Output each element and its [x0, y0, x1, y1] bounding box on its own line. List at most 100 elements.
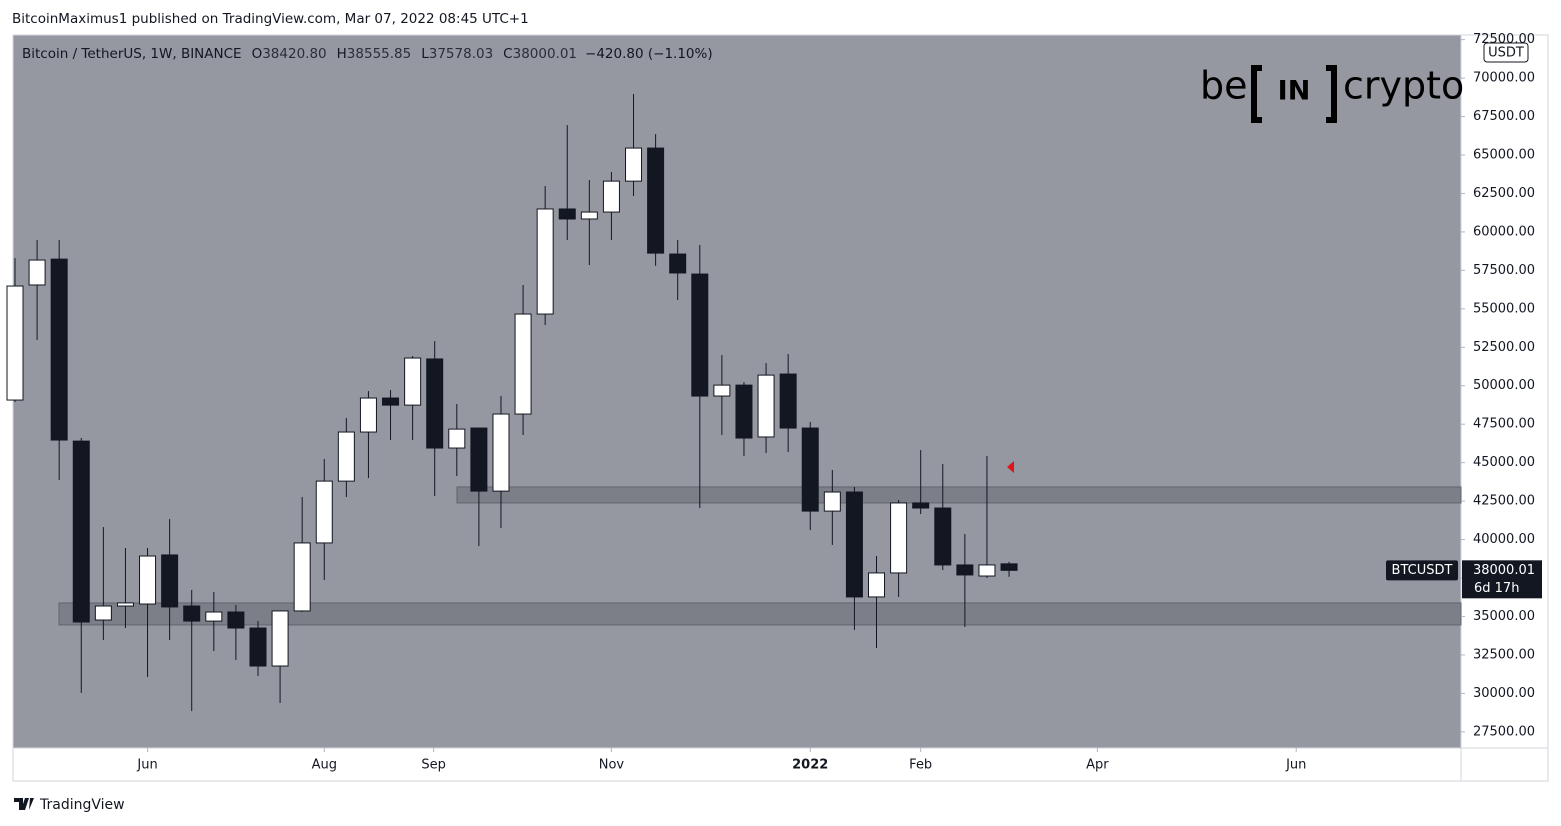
y-tick-label: 70000.00: [1473, 71, 1535, 86]
unit-label: USDT: [1488, 46, 1524, 61]
y-tick-label: 35000.00: [1473, 609, 1535, 624]
x-tick-label: Nov: [599, 758, 625, 773]
frame: [12, 34, 1549, 782]
footer: TradingView: [14, 797, 125, 813]
logo-text: crypto: [1343, 64, 1464, 108]
candle-body: [647, 147, 665, 254]
marker: [1007, 461, 1014, 473]
candle-body: [205, 611, 223, 622]
candle-body: [580, 211, 598, 220]
countdown: 6d 17h: [1474, 581, 1519, 596]
candle-body: [72, 440, 90, 623]
legend-value: 38555.85: [347, 46, 411, 62]
candle-body: [382, 397, 400, 406]
candle-body: [956, 564, 974, 576]
x-tick-label: Sep: [421, 758, 446, 773]
publisher: BitcoinMaximus1 published on TradingView…: [12, 11, 529, 27]
candle-body: [6, 285, 24, 401]
y-tick-label: 60000.00: [1473, 224, 1535, 239]
candle-body: [602, 180, 620, 213]
price-box: [1462, 560, 1542, 599]
candle-body: [713, 384, 731, 397]
candle-body: [757, 374, 775, 438]
candle-body: [912, 502, 930, 509]
candle-body: [890, 502, 908, 574]
y-tick-label: 45000.00: [1473, 455, 1535, 470]
x-tick-label: Aug: [312, 758, 337, 773]
candle-body: [139, 555, 157, 605]
candle-body: [50, 258, 68, 441]
zone: [58, 602, 1462, 626]
x-tick-label: Apr: [1086, 758, 1109, 773]
x-tick-label: 2022: [792, 758, 828, 773]
candle-body: [227, 611, 245, 629]
y-tick-label: 67500.00: [1473, 109, 1535, 124]
candle-body: [404, 357, 422, 406]
candle-body: [359, 397, 377, 433]
legend-value: 38000.01: [513, 46, 577, 62]
logo-text: IN: [1278, 76, 1311, 107]
y-tick-label: 32500.00: [1473, 647, 1535, 662]
candle-body: [801, 427, 819, 512]
candle-body: [514, 313, 532, 415]
y-tick-label: 42500.00: [1473, 494, 1535, 509]
candle-body: [625, 147, 643, 182]
y-tick-label: 57500.00: [1473, 263, 1535, 278]
candle-body: [426, 358, 444, 449]
y-tick-label: 50000.00: [1473, 378, 1535, 393]
unit-box: [1483, 42, 1529, 63]
candle-body: [271, 610, 289, 667]
y-tick-label: 27500.00: [1473, 724, 1535, 739]
candle-body: [823, 491, 841, 512]
x-tick-label: Feb: [909, 758, 932, 773]
x-tick-label: Jun: [136, 758, 157, 773]
logo: be IN crypto: [1200, 64, 1464, 123]
candle-body: [249, 627, 267, 667]
legend-key: H: [337, 46, 347, 62]
price-label: 38000.01: [1473, 563, 1535, 578]
legend-key: C: [503, 46, 512, 62]
candle-body: [183, 605, 201, 622]
legend-change: −420.80 (−1.10%): [585, 46, 713, 62]
candle-body: [161, 554, 179, 608]
candle-body: [978, 564, 996, 577]
y-tick-label: 62500.00: [1473, 186, 1535, 201]
candle-body: [536, 208, 554, 315]
logo-bracket: [1251, 65, 1337, 123]
y-tick-label: 47500.00: [1473, 417, 1535, 432]
candle-body: [669, 253, 687, 274]
candle-body: [293, 542, 311, 612]
y-tick-label: 52500.00: [1473, 340, 1535, 355]
legend-value: 38420.80: [262, 46, 326, 62]
y-tick-label: 55000.00: [1473, 301, 1535, 316]
layer: 27500.0030000.0032500.0035000.0037500.00…: [6, 32, 1542, 773]
candle-body: [779, 373, 797, 429]
candle-body: [558, 208, 576, 220]
candle-body: [337, 431, 355, 482]
y-tick-label: 65000.00: [1473, 147, 1535, 162]
candle-body: [94, 605, 112, 621]
candle-body: [492, 413, 510, 492]
y-tick-label: 30000.00: [1473, 686, 1535, 701]
candle-body: [691, 273, 709, 397]
logo-text: be: [1200, 64, 1248, 108]
candle-body: [28, 259, 46, 286]
candle-body: [934, 507, 952, 566]
legend-key: L: [421, 46, 429, 62]
candle-body: [845, 491, 863, 598]
candle-body: [735, 384, 753, 439]
x-tick-label: Jun: [1285, 758, 1306, 773]
candle-body: [448, 428, 466, 449]
candle-body: [470, 427, 488, 492]
legend-value: 37578.03: [429, 46, 493, 62]
footer-icon: [14, 798, 34, 810]
candle-body: [868, 572, 886, 598]
symbol-box: [1386, 560, 1458, 581]
footer-text: TradingView: [39, 797, 125, 813]
legend-key: O: [252, 46, 263, 62]
candle-body: [1000, 563, 1018, 571]
candle-body: [116, 602, 134, 607]
y-tick-label: 40000.00: [1473, 532, 1535, 547]
candle-body: [315, 480, 333, 544]
